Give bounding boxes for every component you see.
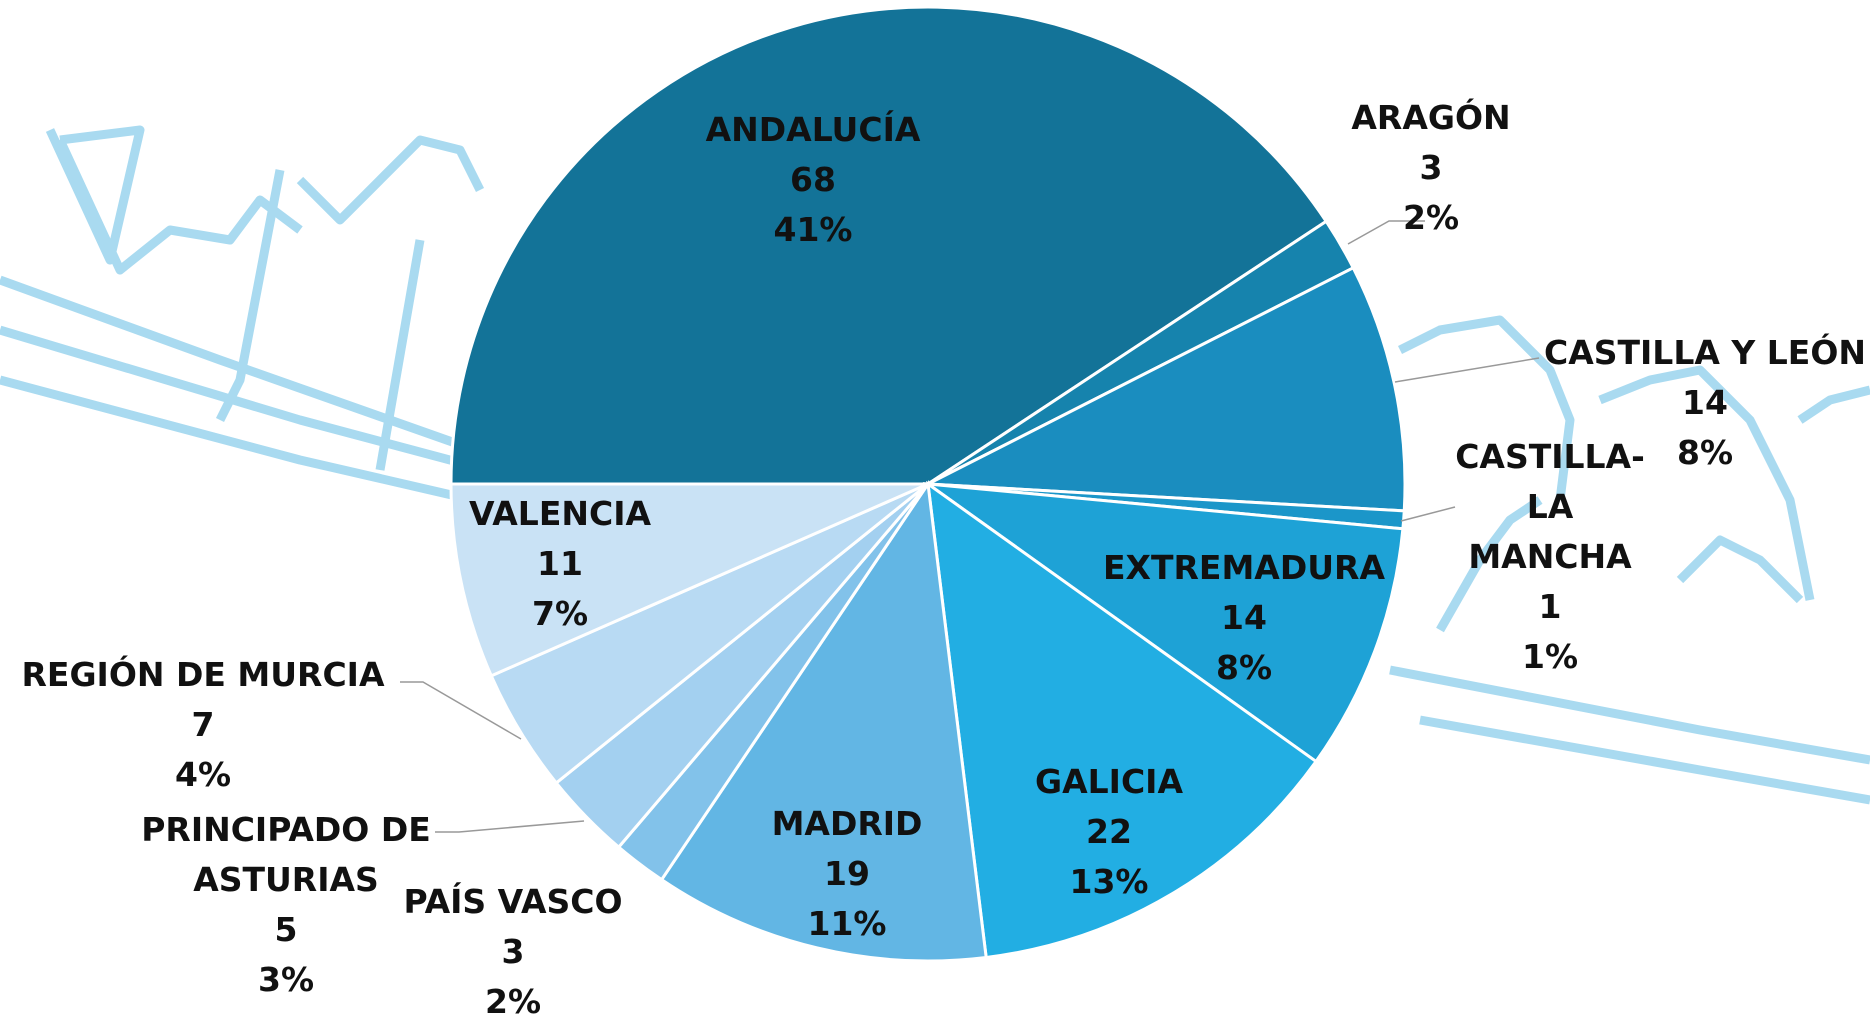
percent-label: 11% — [697, 899, 997, 949]
value-label: 14 — [1079, 593, 1409, 643]
percent-label: 2% — [1281, 193, 1581, 243]
category-label: REGIÓN DE MURCIA — [3, 650, 403, 700]
value-label: 7 — [3, 700, 403, 750]
percent-label: 13% — [959, 857, 1259, 907]
percent-label: 4% — [3, 750, 403, 800]
percent-label: 1% — [1445, 632, 1655, 682]
percent-label: 3% — [136, 955, 436, 1005]
value-label: 14 — [1505, 378, 1870, 428]
category-label: VALENCIA — [410, 489, 710, 539]
category-label: ANDALUCÍA — [613, 105, 1013, 155]
category-label: GALICIA — [959, 757, 1259, 807]
category-label: PRINCIPADO DE ASTURIAS — [136, 805, 436, 905]
category-label: MADRID — [697, 799, 997, 849]
percent-label: 7% — [410, 589, 710, 639]
category-label: EXTREMADURA — [1079, 543, 1409, 593]
value-label: 22 — [959, 807, 1259, 857]
value-label: 11 — [410, 539, 710, 589]
value-label: 1 — [1445, 582, 1655, 632]
chart: ANDALUCÍA6841%ARAGÓN32%CASTILLA Y LEÓN14… — [0, 0, 1870, 1010]
value-label: 5 — [136, 905, 436, 955]
value-label: 3 — [1281, 143, 1581, 193]
percent-label: 41% — [613, 205, 1013, 255]
category-label: ARAGÓN — [1281, 93, 1581, 143]
percent-label: 8% — [1079, 643, 1409, 693]
category-label: CASTILLA-LA MANCHA — [1445, 432, 1655, 582]
value-label: 19 — [697, 849, 997, 899]
value-label: 68 — [613, 155, 1013, 205]
category-label: CASTILLA Y LEÓN — [1505, 328, 1870, 378]
